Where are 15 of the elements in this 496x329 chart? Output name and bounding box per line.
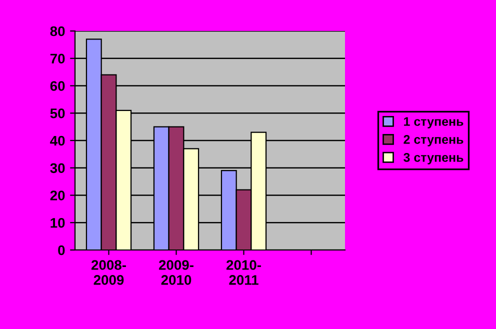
- y-tick-label: 80: [50, 26, 65, 36]
- y-tick-label: 40: [50, 136, 65, 146]
- x-tick-label: 2010- 2011: [226, 260, 261, 285]
- x-tick-label: 2008- 2009: [91, 260, 126, 285]
- y-tick-label: 30: [50, 163, 65, 174]
- legend-label: 2 ступень: [404, 135, 464, 146]
- x-tick-label: 2009- 2010: [158, 260, 194, 285]
- y-tick-label: 20: [50, 190, 65, 200]
- legend-label: 3 ступень: [404, 153, 464, 164]
- y-tick-label: 50: [50, 108, 65, 118]
- y-tick-label: 0: [58, 245, 65, 256]
- legend-label: 1 ступень: [404, 117, 464, 128]
- y-tick-label: 60: [50, 81, 65, 91]
- y-tick-label: 70: [50, 54, 65, 64]
- y-tick-label: 10: [50, 218, 65, 228]
